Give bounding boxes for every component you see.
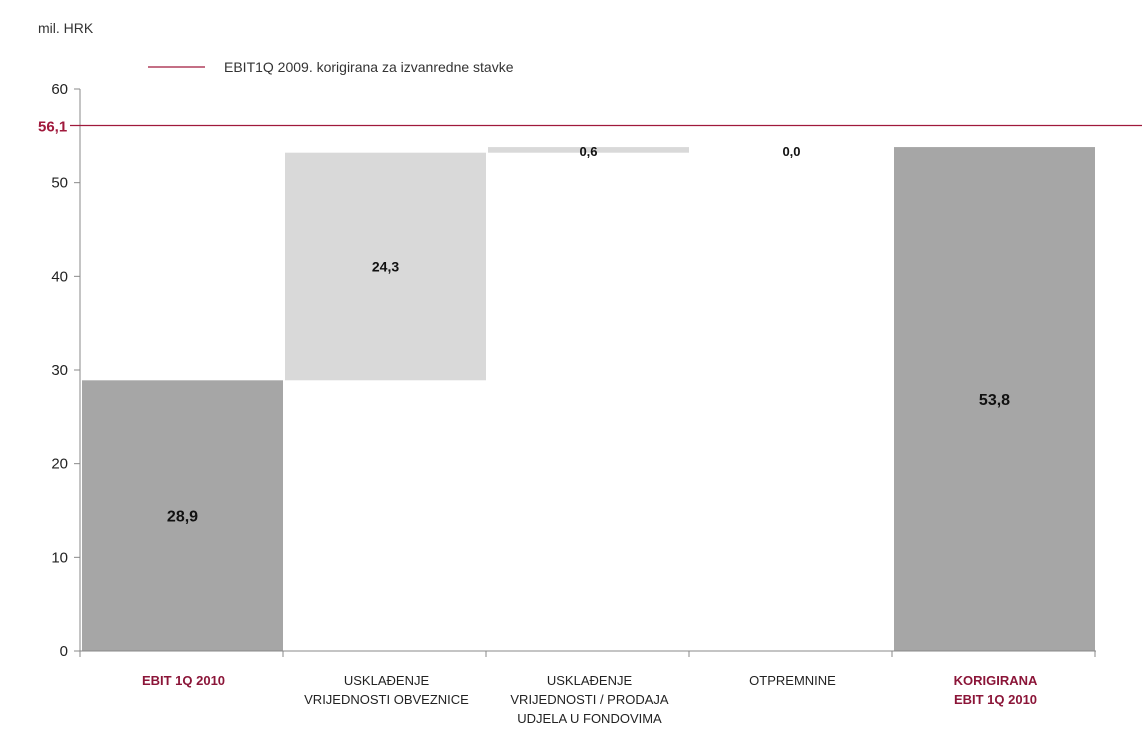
bar-5 [894, 147, 1095, 651]
x-category-label-line: USKLAĐENJE [344, 673, 430, 688]
y-tick-label: 50 [51, 175, 68, 192]
y-tick-label: 20 [51, 456, 68, 473]
x-category-label-line: EBIT 1Q 2010 [142, 673, 225, 688]
reference-layer: 56,1 [38, 119, 1142, 136]
data-labels-layer: 28,9 24,3 0,6 0,0 53,8 [167, 144, 1010, 526]
reference-line-label: 56,1 [38, 119, 67, 136]
x-category-label-line: UDJELA U FONDOVIMA [517, 711, 662, 726]
x-category-label-line: VRIJEDNOSTI / PRODAJA [510, 692, 669, 707]
y-tick-label: 60 [51, 81, 68, 98]
data-label-2: 24,3 [372, 258, 399, 274]
x-category-label: USKLAĐENJE VRIJEDNOSTI / PRODAJA UDJELA U … [510, 673, 669, 726]
x-category-label: USKLAĐENJE VRIJEDNOSTI OBVEZNICE [304, 673, 469, 707]
y-tick-label: 30 [51, 362, 68, 379]
y-tick-label: 10 [51, 549, 68, 566]
bar-3 [488, 147, 689, 153]
x-category-label-line: USKLAĐENJE [547, 673, 633, 688]
y-tick-label: 40 [51, 268, 68, 285]
bar-2 [285, 152, 486, 381]
x-category-label: OTPREMNINE [749, 673, 836, 688]
x-category-label-line: KORIGIRANA [954, 673, 1038, 688]
bar-1 [82, 380, 283, 651]
x-category-label: EBIT 1Q 2010 [142, 673, 225, 688]
legend-label: EBIT1Q 2009. korigirana za izvanredne st… [224, 59, 514, 75]
x-category-label-line: EBIT 1Q 2010 [954, 692, 1037, 707]
x-category-label: KORIGIRANA EBIT 1Q 2010 [954, 673, 1038, 707]
unit-label: mil. HRK [38, 20, 94, 36]
x-category-label-line: OTPREMNINE [749, 673, 836, 688]
data-label-3: 0,6 [579, 144, 597, 159]
bars-layer [82, 147, 1095, 651]
data-label-5: 53,8 [979, 392, 1010, 409]
x-category-label-line: VRIJEDNOSTI OBVEZNICE [304, 692, 469, 707]
axis-layer: 0 10 20 30 40 50 60 EBIT 1Q 2010 USKLAĐENJE VRIJE… [51, 81, 1096, 726]
data-label-1: 28,9 [167, 509, 198, 526]
y-tick-label: 0 [60, 643, 68, 660]
data-label-4: 0,0 [782, 144, 800, 159]
